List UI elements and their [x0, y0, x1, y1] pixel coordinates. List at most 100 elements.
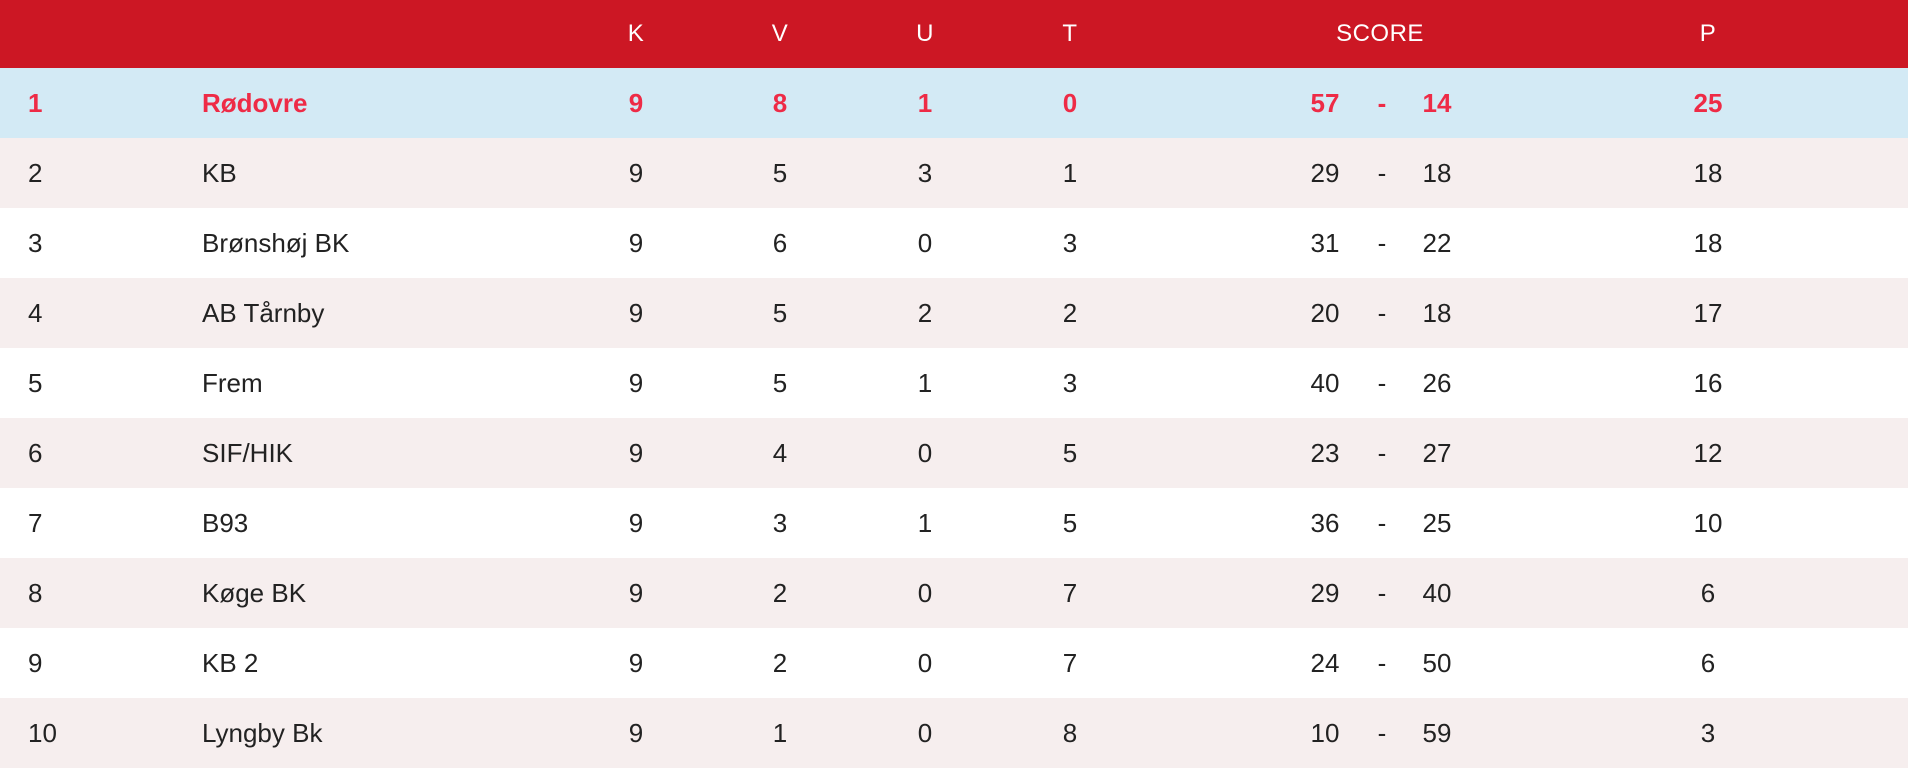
- table-row: 7 B93 9 3 1 5 36 - 25 10: [0, 488, 1908, 558]
- row-goals-against: 14: [1422, 87, 1452, 118]
- row-wins: 2: [772, 577, 788, 608]
- row-points: 25: [1693, 87, 1723, 118]
- row-goals-against: 18: [1422, 297, 1452, 328]
- table-row: 9 KB 2 9 2 0 7 24 - 50 6: [0, 628, 1908, 698]
- row-goals-against: 26: [1422, 367, 1452, 398]
- row-draws: 0: [917, 717, 933, 748]
- row-wins: 5: [772, 157, 788, 188]
- row-goals-against: 50: [1422, 647, 1452, 678]
- row-losses: 5: [1062, 507, 1078, 538]
- header-wins: V: [771, 20, 789, 47]
- row-points: 18: [1693, 157, 1723, 188]
- row-points: 12: [1693, 437, 1723, 468]
- row-score-separator: -: [1377, 367, 1387, 398]
- row-goals-for: 31: [1310, 227, 1340, 258]
- row-score-separator: -: [1377, 297, 1387, 328]
- row-draws: 0: [917, 227, 933, 258]
- row-goals-for: 29: [1310, 577, 1340, 608]
- row-goals-for: 23: [1310, 437, 1340, 468]
- row-goals-against: 22: [1422, 227, 1452, 258]
- row-score-separator: -: [1377, 717, 1387, 748]
- row-losses: 3: [1062, 227, 1078, 258]
- row-rank: 10: [28, 717, 57, 748]
- row-losses: 7: [1062, 577, 1078, 608]
- row-team: SIF/HIK: [202, 437, 294, 468]
- table-row: 3 Brønshøj BK 9 6 0 3 31 - 22 18: [0, 208, 1908, 278]
- header-points: P: [1699, 20, 1717, 47]
- row-team: B93: [202, 507, 249, 538]
- row-losses: 8: [1062, 717, 1078, 748]
- row-goals-for: 36: [1310, 507, 1340, 538]
- row-matches: 9: [628, 87, 644, 118]
- row-losses: 1: [1062, 157, 1078, 188]
- row-wins: 5: [772, 297, 788, 328]
- row-rank: 5: [28, 367, 43, 398]
- row-matches: 9: [628, 367, 644, 398]
- row-points: 16: [1693, 367, 1723, 398]
- table-header: K V U T SCORE P: [0, 0, 1908, 68]
- row-wins: 5: [772, 367, 788, 398]
- row-team: Rødovre: [202, 87, 308, 118]
- row-matches: 9: [628, 297, 644, 328]
- header-losses: T: [1062, 20, 1078, 47]
- row-wins: 6: [772, 227, 788, 258]
- row-draws: 3: [917, 157, 933, 188]
- row-team: KB 2: [202, 647, 259, 678]
- row-team: Brønshøj BK: [202, 227, 350, 258]
- row-rank: 8: [28, 577, 43, 608]
- row-goals-against: 59: [1422, 717, 1452, 748]
- row-goals-for: 20: [1310, 297, 1340, 328]
- row-losses: 2: [1062, 297, 1078, 328]
- row-team: KB: [202, 157, 237, 188]
- row-score-separator: -: [1377, 157, 1387, 188]
- row-matches: 9: [628, 507, 644, 538]
- row-goals-for: 24: [1310, 647, 1340, 678]
- row-score-separator: -: [1377, 227, 1387, 258]
- row-goals-against: 18: [1422, 157, 1452, 188]
- row-score-separator: -: [1377, 647, 1387, 678]
- row-goals-against: 40: [1422, 577, 1452, 608]
- row-wins: 1: [772, 717, 788, 748]
- row-rank: 6: [28, 437, 43, 468]
- row-wins: 4: [772, 437, 788, 468]
- row-points: 6: [1700, 647, 1716, 678]
- row-goals-for: 40: [1310, 367, 1340, 398]
- header-score: SCORE: [1336, 20, 1424, 47]
- row-rank: 1: [28, 87, 43, 118]
- table-row: 5 Frem 9 5 1 3 40 - 26 16: [0, 348, 1908, 418]
- row-matches: 9: [628, 157, 644, 188]
- row-team: Frem: [202, 367, 263, 398]
- row-draws: 2: [917, 297, 933, 328]
- row-matches: 9: [628, 577, 644, 608]
- table-row: 10 Lyngby Bk 9 1 0 8 10 - 59 3: [0, 698, 1908, 768]
- row-points: 6: [1700, 577, 1716, 608]
- row-points: 17: [1693, 297, 1723, 328]
- row-score-separator: -: [1377, 577, 1387, 608]
- table-row: 6 SIF/HIK 9 4 0 5 23 - 27 12: [0, 418, 1908, 488]
- table-row: 4 AB Tårnby 9 5 2 2 20 - 18 17: [0, 278, 1908, 348]
- table-row: 8 Køge BK 9 2 0 7 29 - 40 6: [0, 558, 1908, 628]
- row-goals-against: 27: [1422, 437, 1452, 468]
- row-draws: 1: [917, 507, 933, 538]
- row-draws: 0: [917, 577, 933, 608]
- row-losses: 5: [1062, 437, 1078, 468]
- row-score-separator: -: [1377, 87, 1387, 118]
- row-losses: 0: [1062, 87, 1078, 118]
- row-rank: 2: [28, 157, 43, 188]
- row-draws: 0: [917, 437, 933, 468]
- row-draws: 0: [917, 647, 933, 678]
- row-wins: 3: [772, 507, 788, 538]
- row-goals-for: 57: [1310, 87, 1340, 118]
- row-points: 18: [1693, 227, 1723, 258]
- table-row: 1 Rødovre 9 8 1 0 57 - 14 25: [0, 68, 1908, 138]
- row-rank: 3: [28, 227, 43, 258]
- row-goals-for: 29: [1310, 157, 1340, 188]
- row-wins: 2: [772, 647, 788, 678]
- row-team: Lyngby Bk: [202, 717, 323, 748]
- row-goals-against: 25: [1422, 507, 1452, 538]
- row-rank: 4: [28, 297, 43, 328]
- row-points: 10: [1693, 507, 1723, 538]
- row-team: AB Tårnby: [202, 297, 325, 328]
- row-matches: 9: [628, 227, 644, 258]
- row-matches: 9: [628, 717, 644, 748]
